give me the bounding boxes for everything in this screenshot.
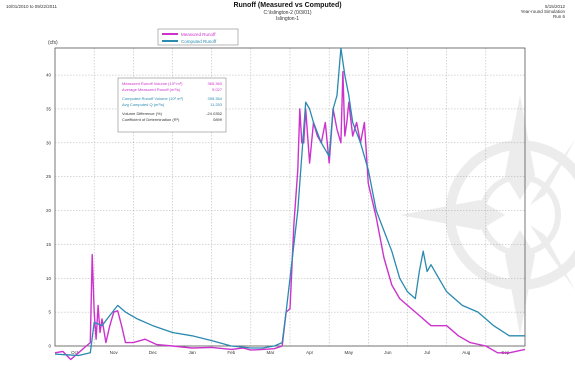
stat-label: Computed Runoff Volume (10³ m³) <box>122 96 184 101</box>
y-tick-label: 15 <box>46 242 52 247</box>
stat-value: -24.0352 <box>206 111 223 116</box>
stat-value: 365.360 <box>208 81 223 86</box>
y-axis-label: (cfs) <box>48 40 58 46</box>
simulation-type: Year-round Simulation <box>520 9 565 14</box>
chart-subtitle-1: C:\Islington-2 (0/3/01) <box>263 10 312 16</box>
y-tick-label: 40 <box>46 73 52 78</box>
legend: Measured Runoff Computed Runoff <box>157 28 239 46</box>
stat-label: Measured Runoff Volume (10³ m³) <box>122 81 183 86</box>
stat-value: 9.027 <box>212 87 223 92</box>
stat-label: Average Measured Runoff (m³/s) <box>122 87 181 92</box>
stat-label: Avg Computed Q (m³/s) <box>122 102 165 107</box>
chart-subtitle-2: Islington-1 <box>275 16 300 22</box>
y-tick-label: 25 <box>46 174 52 179</box>
run-info: 5/15/2012 Year-round Simulation Run 6 <box>521 4 565 19</box>
series-measured-runoff <box>54 70 526 361</box>
x-tick-label: Oct <box>71 350 79 355</box>
y-tick-label: 30 <box>46 140 52 145</box>
x-tick-label: Jul <box>424 350 430 355</box>
stat-label: Coefficient of Determination (R²) <box>122 117 180 122</box>
plot-area-border <box>54 47 526 347</box>
x-tick-label: Nov <box>110 350 119 355</box>
y-tick-label: 35 <box>46 106 52 111</box>
run-date: 5/15/2012 <box>544 4 565 9</box>
x-tick-label: Aug <box>462 350 471 355</box>
statistics-lines: Measured Runoff Volume (10³ m³) 365.360 Av… <box>122 81 223 122</box>
y-tick-label: 5 <box>48 310 51 315</box>
axes: 0 5 10 15 20 25 30 35 40 Oct Nov Dec Jan Feb Mar Apr May… <box>46 73 510 355</box>
y-tick-label: 10 <box>46 276 52 281</box>
x-tick-label: Feb <box>227 350 235 355</box>
x-tick-label: Jan <box>188 350 196 355</box>
stat-label: Volume Difference (%) <box>122 111 163 116</box>
stat-value: 395.354 <box>208 96 223 101</box>
x-tick-label: Jun <box>384 350 392 355</box>
x-tick-label: May <box>344 350 353 355</box>
series-computed-runoff <box>54 47 525 357</box>
chart-title: Runoff (Measured vs Computed) <box>233 2 342 9</box>
date-range-label: 10/01/2010 to 09/22/2011 <box>6 4 57 9</box>
statistics-box: Measured Runoff Volume (10³ m³) 365.360 Av… <box>117 77 227 133</box>
statistics-box-frame <box>117 77 227 133</box>
stat-value: 0899 <box>213 117 223 122</box>
run-number: Run 6 <box>552 14 565 19</box>
legend-label-computed: Computed Runoff <box>181 39 217 44</box>
stat-value: 11.253 <box>210 102 223 107</box>
x-tick-label: Apr <box>306 350 314 355</box>
y-tick-label: 0 <box>48 344 51 349</box>
watermark-ornament <box>400 95 575 335</box>
x-tick-label: Mar <box>267 350 275 355</box>
series-lines <box>54 47 526 361</box>
y-tick-label: 20 <box>46 208 52 213</box>
x-tick-label: Dec <box>149 350 158 355</box>
legend-label-measured: Measured Runoff <box>181 32 216 37</box>
